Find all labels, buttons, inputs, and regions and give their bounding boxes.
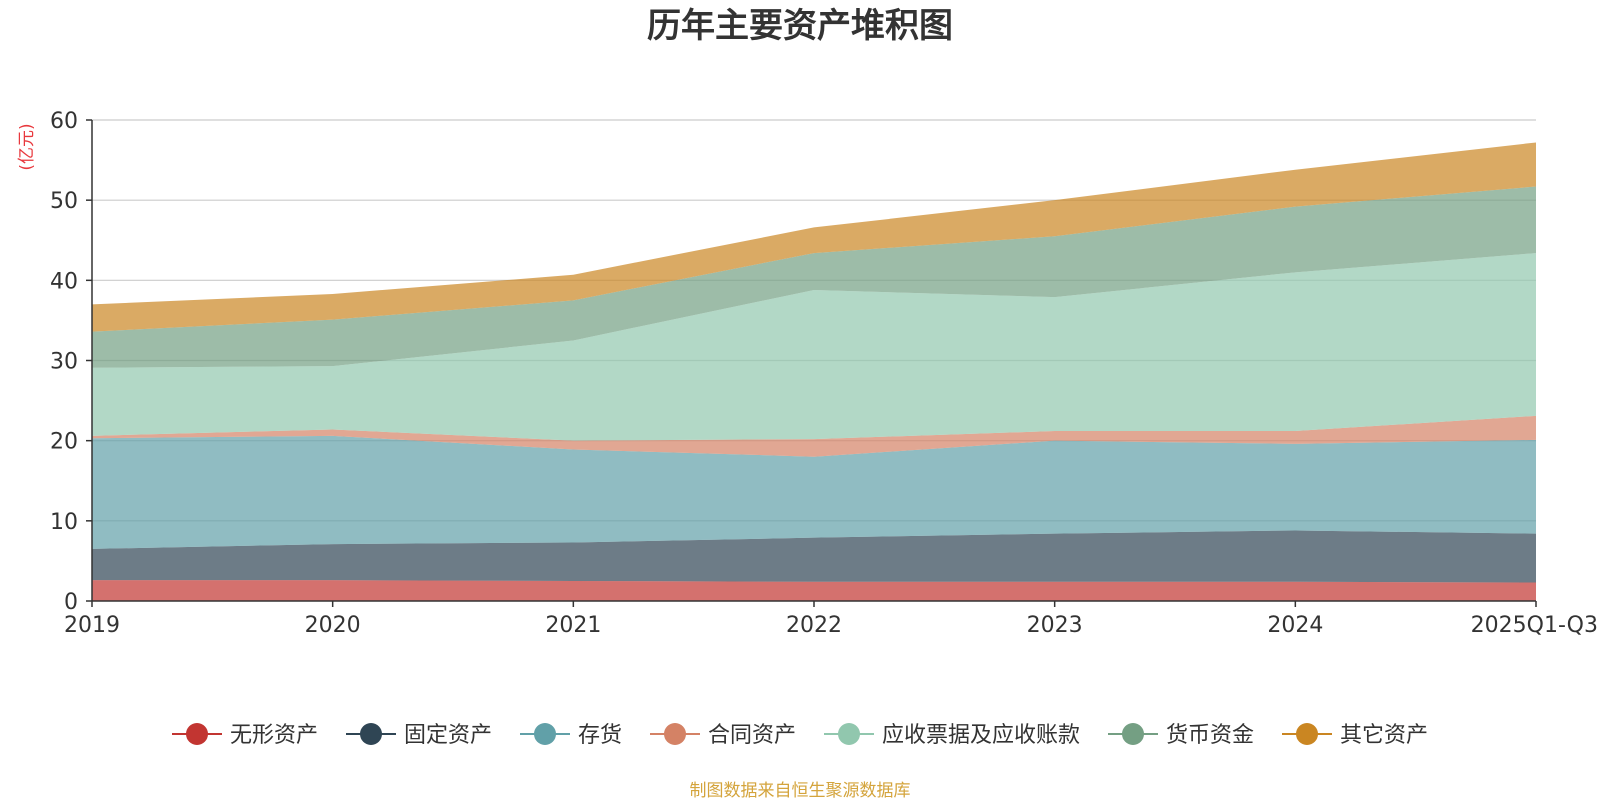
legend-marker-6: [1296, 723, 1318, 745]
legend-marker-5: [1122, 723, 1144, 745]
legend-item-3: 合同资产: [650, 723, 796, 748]
legend-marker-0: [186, 723, 208, 745]
data-source-note: 制图数据来自恒生聚源数据库: [690, 781, 911, 800]
legend-item-6: 其它资产: [1282, 723, 1428, 748]
legend-item-2: 存货: [520, 723, 622, 748]
area-series-5: [92, 186, 1536, 368]
y-tick-label-40: 40: [50, 269, 78, 294]
y-tick-label-10: 10: [50, 510, 78, 535]
area-series-1: [92, 530, 1536, 583]
x-tick-label-6: 2025Q1-Q3: [1471, 613, 1598, 638]
legend-marker-4: [838, 723, 860, 745]
legend-item-0: 无形资产: [172, 723, 318, 748]
legend-marker-3: [664, 723, 686, 745]
legend-label-3: 合同资产: [708, 723, 796, 748]
legend-label-5: 货币资金: [1166, 723, 1254, 748]
x-tick-label-5: 2024: [1267, 613, 1323, 638]
legend-label-1: 固定资产: [404, 723, 492, 748]
legend-item-5: 货币资金: [1108, 723, 1254, 748]
legend-item-1: 固定资产: [346, 723, 492, 748]
y-tick-label-30: 30: [50, 350, 78, 375]
legend-label-2: 存货: [578, 723, 622, 748]
legend-marker-2: [534, 723, 556, 745]
area-series-0: [92, 580, 1536, 601]
x-tick-label-1: 2020: [305, 613, 361, 638]
legend-label-0: 无形资产: [230, 723, 318, 748]
x-tick-label-0: 2019: [64, 613, 120, 638]
area-series-2: [92, 435, 1536, 549]
area-series-3: [92, 415, 1536, 457]
area-series-6: [92, 142, 1536, 332]
y-tick-label-60: 60: [50, 109, 78, 134]
chart-title: 历年主要资产堆积图: [647, 6, 953, 46]
area-series-group: [92, 142, 1536, 601]
y-tick-label-0: 0: [64, 590, 78, 615]
legend-label-4: 应收票据及应收账款: [882, 723, 1080, 748]
legend-marker-1: [360, 723, 382, 745]
x-tick-label-3: 2022: [786, 613, 842, 638]
legend-item-4: 应收票据及应收账款: [824, 723, 1080, 748]
axes: 0 10 20 30 40 50 60 2019 2020 2021 2022 2023 2024 202…: [50, 109, 1598, 638]
legend: 无形资产 固定资产 存货 合同资产 应收票据及应收账款 货币资金 其它资产: [172, 723, 1428, 748]
area-series-4: [92, 253, 1536, 441]
y-tick-label-50: 50: [50, 189, 78, 214]
x-tick-label-2: 2021: [545, 613, 601, 638]
x-tick-label-4: 2023: [1027, 613, 1083, 638]
y-axis-unit-label: (亿元): [17, 123, 37, 170]
legend-label-6: 其它资产: [1340, 723, 1428, 748]
y-tick-label-20: 20: [50, 430, 78, 455]
